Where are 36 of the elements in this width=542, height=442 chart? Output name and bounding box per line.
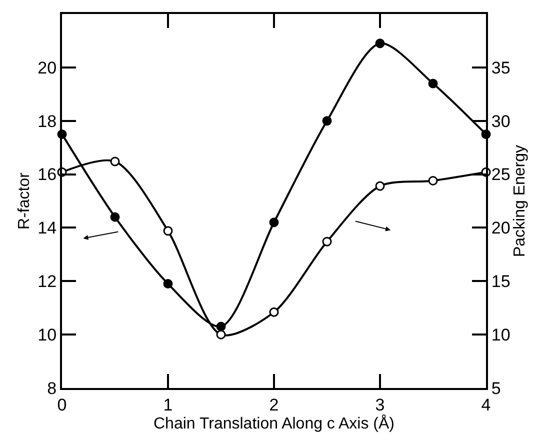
point [322, 236, 332, 246]
y2-tick-label: 5 [491, 378, 501, 398]
y2-tick-label: 35 [491, 58, 510, 78]
y2-tick-label: 30 [491, 112, 510, 131]
y-tick-label: 16 [38, 165, 57, 184]
y2-tick-label: 25 [491, 165, 510, 184]
point [216, 322, 226, 332]
x-axis-title: Chain Translation Along c Axis (Å) [153, 414, 395, 433]
point [375, 38, 385, 48]
point [216, 330, 226, 340]
x-tick-label: 0 [57, 395, 67, 414]
y-tick-label: 8 [47, 378, 57, 398]
point [322, 116, 332, 126]
x-tick-label: 3 [375, 395, 385, 414]
point [110, 156, 120, 166]
y2-tick-label: 10 [491, 326, 510, 345]
y2-tick-label: 15 [491, 272, 510, 292]
y-axis-title: R-factor [16, 172, 34, 230]
y-tick-label: 12 [38, 272, 57, 292]
y-tick-label: 10 [38, 326, 57, 345]
y2-axis-title: Packing Energy [512, 144, 529, 258]
point [375, 181, 385, 191]
x-tick-label: 2 [269, 395, 279, 414]
x-tick-label: 1 [163, 395, 173, 414]
point [163, 279, 173, 289]
x-tick-label: 4 [481, 395, 491, 414]
point [269, 218, 279, 228]
point [163, 226, 173, 236]
point [428, 78, 438, 88]
point [269, 307, 279, 317]
point [110, 212, 120, 222]
y-tick-label: 14 [38, 218, 57, 238]
point [428, 176, 438, 186]
y2-tick-label: 20 [491, 218, 510, 238]
y-tick-label: 18 [38, 112, 57, 131]
y-tick-label: 20 [38, 58, 57, 78]
